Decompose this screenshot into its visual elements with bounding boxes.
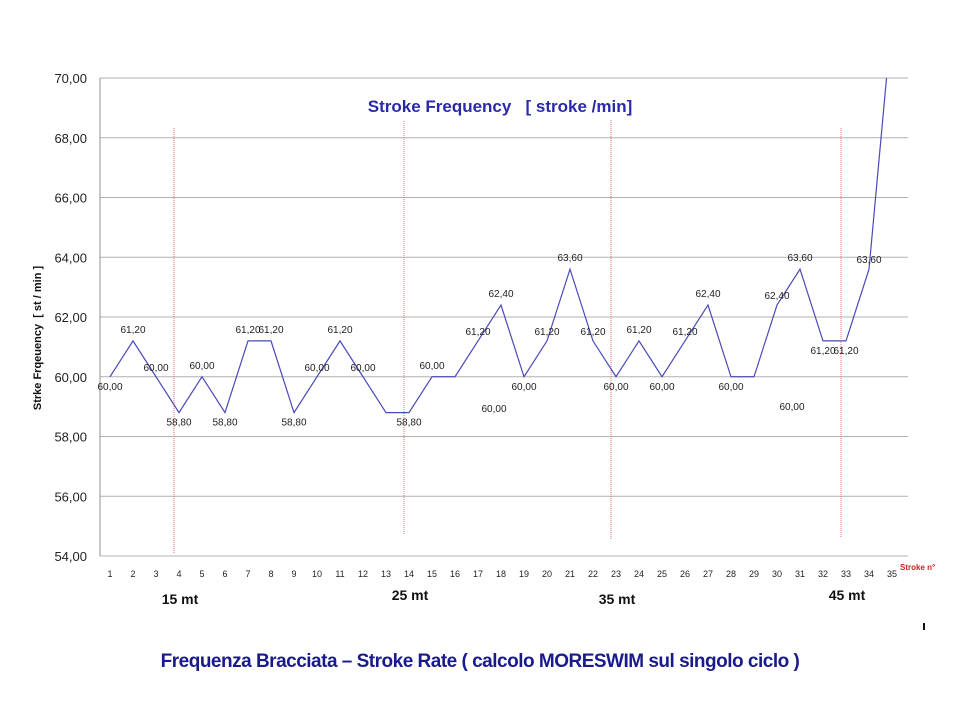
y-tick-label: 56,00 bbox=[54, 489, 87, 504]
series-line-group bbox=[109, 78, 888, 414]
data-label: 62,40 bbox=[488, 289, 513, 300]
x-axis-label: Stroke n° bbox=[900, 563, 935, 572]
data-label: 60,00 bbox=[718, 382, 743, 393]
y-tick-label: 66,00 bbox=[54, 191, 87, 206]
series-line bbox=[109, 78, 888, 414]
data-labels: 60,0061,2060,0058,8060,0058,8061,2061,20… bbox=[97, 253, 881, 428]
distance-marker-label: 25 mt bbox=[392, 587, 429, 603]
y-tick-label: 64,00 bbox=[54, 250, 87, 265]
data-label: 60,00 bbox=[350, 363, 375, 374]
corner-mark bbox=[923, 623, 925, 630]
data-label: 60,00 bbox=[304, 363, 329, 374]
data-label: 61,20 bbox=[534, 327, 559, 338]
x-tick-label: 30 bbox=[772, 569, 782, 579]
x-tick-label: 33 bbox=[841, 569, 851, 579]
x-tick-label: 17 bbox=[473, 569, 483, 579]
x-tick-label: 7 bbox=[245, 569, 250, 579]
data-label: 60,00 bbox=[189, 361, 214, 372]
x-tick-label: 15 bbox=[427, 569, 437, 579]
x-tick-label: 13 bbox=[381, 569, 391, 579]
distance-marker-label: 15 mt bbox=[162, 591, 199, 607]
y-tick-label: 54,00 bbox=[54, 549, 87, 564]
data-label: 61,20 bbox=[810, 346, 835, 357]
data-label: 60,00 bbox=[143, 363, 168, 374]
data-label: 60,00 bbox=[779, 402, 804, 413]
data-label: 62,40 bbox=[764, 291, 789, 302]
data-label: 63,60 bbox=[557, 253, 582, 264]
x-tick-label: 19 bbox=[519, 569, 529, 579]
x-tick-label: 6 bbox=[222, 569, 227, 579]
x-tick-label: 25 bbox=[657, 569, 667, 579]
chart-title: Stroke Frequency [ stroke /min] bbox=[368, 97, 633, 116]
x-tick-label: 34 bbox=[864, 569, 874, 579]
x-tick-label: 24 bbox=[634, 569, 644, 579]
data-label: 61,20 bbox=[235, 325, 260, 336]
data-label: 60,00 bbox=[603, 382, 628, 393]
data-label: 61,20 bbox=[580, 327, 605, 338]
x-tick-label: 16 bbox=[450, 569, 460, 579]
data-label: 63,60 bbox=[856, 255, 881, 266]
y-tick-label: 68,00 bbox=[54, 131, 87, 146]
data-label: 61,20 bbox=[672, 327, 697, 338]
data-label: 58,80 bbox=[212, 418, 237, 429]
x-tick-label: 2 bbox=[130, 569, 135, 579]
x-tick-label: 22 bbox=[588, 569, 598, 579]
x-tick-label: 20 bbox=[542, 569, 552, 579]
x-tick-label: 4 bbox=[176, 569, 181, 579]
data-label: 60,00 bbox=[511, 382, 536, 393]
x-axis-ticks: 1 2 3 4 5 6 7 8 9 10 11 12 13 14 15 16 17 18 19 20 21 22 23 24 2… bbox=[107, 569, 897, 579]
x-tick-label: 35 bbox=[887, 569, 897, 579]
data-label: 58,80 bbox=[396, 418, 421, 429]
data-label: 61,20 bbox=[258, 325, 283, 336]
distance-markers: 15 mt 25 mt 35 mt 45 mt bbox=[162, 120, 866, 607]
x-tick-label: 12 bbox=[358, 569, 368, 579]
x-tick-label: 29 bbox=[749, 569, 759, 579]
data-label: 62,40 bbox=[695, 289, 720, 300]
y-axis-label: Strke Frqeuency [ st / min ] bbox=[32, 266, 44, 411]
x-tick-label: 5 bbox=[199, 569, 204, 579]
y-tick-label: 58,00 bbox=[54, 430, 87, 445]
data-label: 60,00 bbox=[419, 361, 444, 372]
x-tick-label: 18 bbox=[496, 569, 506, 579]
data-label: 63,60 bbox=[787, 253, 812, 264]
chart-caption: Frequenza Bracciata – Stroke Rate ( calc… bbox=[160, 651, 800, 672]
distance-marker-label: 35 mt bbox=[599, 591, 636, 607]
data-label: 61,20 bbox=[327, 325, 352, 336]
data-label: 60,00 bbox=[481, 404, 506, 415]
x-tick-label: 9 bbox=[291, 569, 296, 579]
x-tick-label: 31 bbox=[795, 569, 805, 579]
y-tick-label: 62,00 bbox=[54, 310, 87, 325]
x-tick-label: 26 bbox=[680, 569, 690, 579]
x-tick-label: 32 bbox=[818, 569, 828, 579]
distance-marker-label: 45 mt bbox=[829, 587, 866, 603]
data-label: 61,20 bbox=[626, 325, 651, 336]
x-tick-label: 14 bbox=[404, 569, 414, 579]
x-tick-label: 28 bbox=[726, 569, 736, 579]
x-tick-label: 10 bbox=[312, 569, 322, 579]
grid-lines bbox=[99, 77, 908, 557]
data-label: 58,80 bbox=[166, 418, 191, 429]
x-tick-label: 3 bbox=[153, 569, 158, 579]
data-label: 58,80 bbox=[281, 418, 306, 429]
data-label: 61,20 bbox=[120, 325, 145, 336]
x-tick-label: 1 bbox=[107, 569, 112, 579]
y-tick-label: 60,00 bbox=[54, 370, 87, 385]
data-label: 61,20 bbox=[833, 346, 858, 357]
y-tick-label: 70,00 bbox=[54, 71, 87, 86]
data-label: 60,00 bbox=[97, 382, 122, 393]
data-label: 61,20 bbox=[465, 327, 490, 338]
x-tick-label: 21 bbox=[565, 569, 575, 579]
data-label: 60,00 bbox=[649, 382, 674, 393]
y-axis-ticks: 54,00 56,00 58,00 60,00 62,00 64,00 66,00 68,00… bbox=[54, 71, 87, 564]
x-tick-label: 11 bbox=[335, 569, 344, 579]
x-tick-label: 8 bbox=[268, 569, 273, 579]
x-tick-label: 27 bbox=[703, 569, 713, 579]
x-tick-label: 23 bbox=[611, 569, 621, 579]
